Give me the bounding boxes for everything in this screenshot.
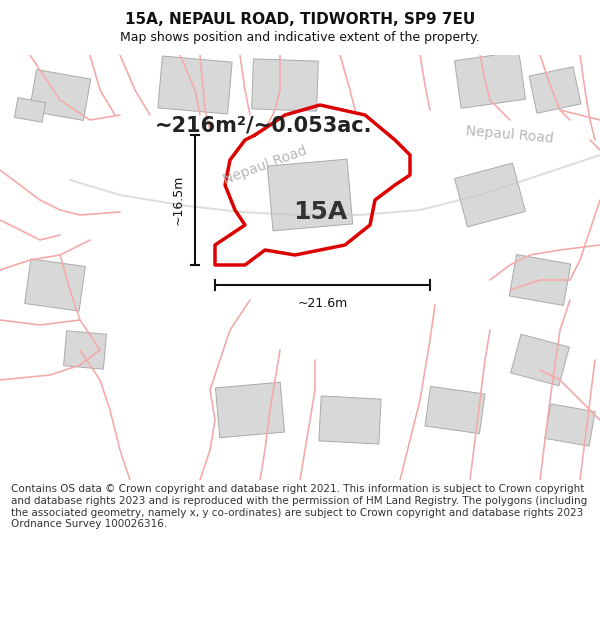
Polygon shape	[319, 396, 381, 444]
Text: Contains OS data © Crown copyright and database right 2021. This information is : Contains OS data © Crown copyright and d…	[11, 484, 587, 529]
Polygon shape	[545, 404, 595, 446]
Text: 15A: 15A	[293, 200, 347, 224]
Polygon shape	[425, 386, 485, 434]
Polygon shape	[268, 159, 353, 231]
Polygon shape	[251, 59, 319, 111]
Text: Map shows position and indicative extent of the property.: Map shows position and indicative extent…	[120, 31, 480, 44]
Text: ~216m²/~0.053ac.: ~216m²/~0.053ac.	[155, 115, 373, 135]
Polygon shape	[25, 259, 85, 311]
Polygon shape	[509, 254, 571, 306]
Text: ~21.6m: ~21.6m	[298, 297, 347, 310]
Polygon shape	[454, 52, 526, 108]
Text: Nepaul Road: Nepaul Road	[221, 143, 309, 187]
Text: 15A, NEPAUL ROAD, TIDWORTH, SP9 7EU: 15A, NEPAUL ROAD, TIDWORTH, SP9 7EU	[125, 12, 475, 27]
Polygon shape	[29, 69, 91, 121]
Polygon shape	[14, 98, 46, 122]
Text: ~16.5m: ~16.5m	[172, 175, 185, 225]
Text: Nepaul Road: Nepaul Road	[466, 124, 554, 146]
Polygon shape	[511, 334, 569, 386]
Polygon shape	[158, 56, 232, 114]
Polygon shape	[64, 331, 106, 369]
Polygon shape	[455, 163, 526, 227]
Polygon shape	[529, 67, 581, 113]
Polygon shape	[215, 382, 284, 438]
